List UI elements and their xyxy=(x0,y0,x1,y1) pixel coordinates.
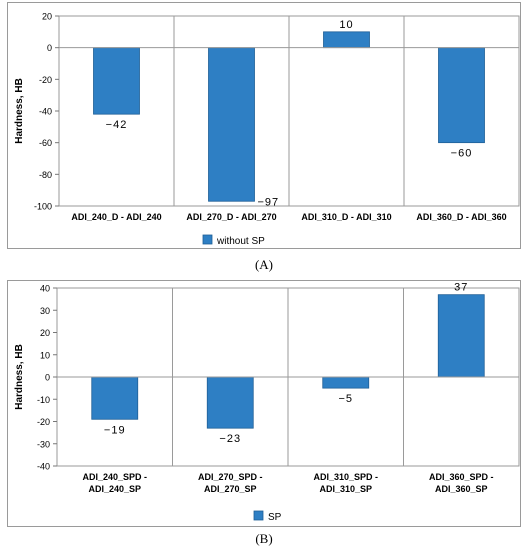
x-category-label: ADI_310_D - ADI_310 xyxy=(301,212,391,222)
data-label-4: −60 xyxy=(451,148,473,160)
data-label-3: 10 xyxy=(339,19,353,31)
chart-a-container: 20 0 -20 -40 -60 -80 -100 Hardness, HB −42 −97 10 −… xyxy=(7,2,521,249)
bar-4 xyxy=(437,294,485,378)
x-category-label: ADI_360_SPD - xyxy=(429,472,494,482)
x-category-label: ADI_360_SP xyxy=(435,484,488,494)
y-tick-label: -100 xyxy=(34,202,52,212)
bar-4 xyxy=(438,47,485,144)
data-label-1: −42 xyxy=(106,119,128,131)
y-tick-label: -10 xyxy=(37,395,50,405)
x-category-label: ADI_270_D - ADI_270 xyxy=(186,212,276,222)
y-tick-label: -40 xyxy=(39,107,52,117)
panel-label-a: (A) xyxy=(254,257,274,272)
y-tick-label: 10 xyxy=(40,350,50,360)
chart-a-svg: 20 0 -20 -40 -60 -80 -100 Hardness, HB −42 −97 10 −… xyxy=(14,12,520,247)
y-tick-label: 20 xyxy=(42,12,52,22)
bar-2 xyxy=(208,47,255,202)
y-tick-label: 40 xyxy=(40,284,50,294)
y-tick-label: -40 xyxy=(37,462,50,472)
data-label-2: −97 xyxy=(258,196,280,208)
y-tick-label: -80 xyxy=(39,170,52,180)
x-category-label: ADI_270_SP xyxy=(204,484,257,494)
y-tick-label: -30 xyxy=(37,439,50,449)
bar-3 xyxy=(322,376,370,389)
bar-1 xyxy=(91,376,139,420)
y-tick-label: 30 xyxy=(40,306,50,316)
x-category-label: ADI_240_SP xyxy=(88,484,141,494)
y-tick-label: 0 xyxy=(47,43,52,53)
data-label-4: 37 xyxy=(454,282,468,294)
data-label-3: −5 xyxy=(338,393,353,405)
y-axis-label: Hardness, HB xyxy=(14,344,25,410)
y-tick-label: -60 xyxy=(39,138,52,148)
x-category-label: ADI_240_SPD - xyxy=(82,472,147,482)
x-category-label: ADI_270_SPD - xyxy=(198,472,263,482)
panel-label-b: (B) xyxy=(255,531,273,546)
chart-b-container: 40 30 20 10 0 -10 -20 -30 -40 Hardness, HB −19 −23 −… xyxy=(7,280,521,527)
bar-2 xyxy=(206,376,254,429)
y-tick-label: 20 xyxy=(40,328,50,338)
legend-swatch xyxy=(253,510,264,521)
bar-3 xyxy=(323,31,370,49)
x-category-label: ADI_360_D - ADI_360 xyxy=(416,212,506,222)
y-tick-label: -20 xyxy=(37,417,50,427)
data-label-1: −19 xyxy=(104,424,126,436)
x-category-label: ADI_310_SP xyxy=(319,484,372,494)
bar-1 xyxy=(93,47,140,115)
x-category-label: ADI_310_SPD - xyxy=(313,472,378,482)
legend-label: without SP xyxy=(216,236,265,247)
legend-label: SP xyxy=(268,512,282,523)
x-category-label: ADI_240_D - ADI_240 xyxy=(71,212,161,222)
y-axis-label: Hardness, HB xyxy=(14,78,25,144)
chart-b-svg: 40 30 20 10 0 -10 -20 -30 -40 Hardness, HB −19 −23 −… xyxy=(14,282,520,523)
y-tick-label: -20 xyxy=(39,75,52,85)
y-tick-label: 0 xyxy=(45,373,50,383)
data-label-2: −23 xyxy=(219,433,241,445)
legend-swatch xyxy=(202,234,213,245)
